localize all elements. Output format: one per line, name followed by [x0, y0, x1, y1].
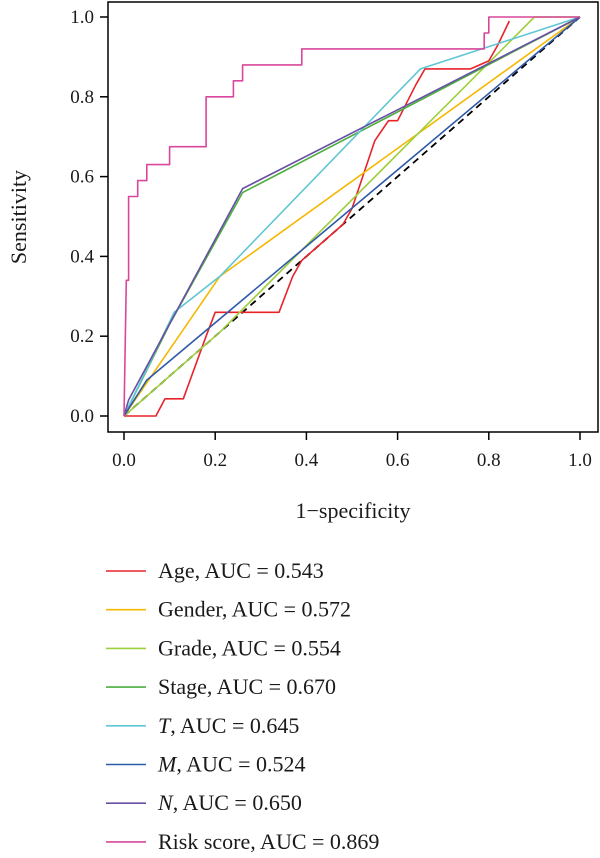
x-tick-label: 0.8 — [477, 450, 501, 471]
legend-label: Stage, AUC = 0.670 — [158, 674, 336, 699]
legend-label: Risk score, AUC = 0.869 — [158, 829, 379, 854]
legend-label: T, AUC = 0.645 — [158, 713, 299, 738]
legend-series-name: Gender — [158, 597, 223, 622]
legend-label: Grade, AUC = 0.554 — [158, 635, 341, 660]
roc-line-m — [123, 16, 581, 417]
x-tick-label: 1.0 — [568, 450, 592, 471]
plot-border — [107, 1, 599, 433]
legend-series-name: Stage — [158, 674, 207, 699]
legend-auc: , AUC = 0.572 — [222, 597, 351, 622]
legend-auc: , AUC = 0.645 — [170, 713, 299, 738]
x-tick-label: 0.4 — [295, 450, 319, 471]
y-tick-label: 0.2 — [70, 326, 94, 347]
legend-item: Stage, AUC = 0.670 — [106, 674, 336, 699]
x-tick-label: 0.6 — [386, 450, 410, 471]
y-tick-label: 0.0 — [70, 406, 94, 427]
legend-label: Gender, AUC = 0.572 — [158, 597, 351, 622]
legend-series-name: M — [157, 752, 178, 777]
legend-series-name: T — [158, 713, 172, 738]
legend-label: M, AUC = 0.524 — [157, 752, 305, 777]
y-axis-title: Sensitivity — [6, 170, 31, 264]
legend-auc: , AUC = 0.524 — [176, 752, 305, 777]
legend-item: M, AUC = 0.524 — [106, 752, 305, 777]
legend-auc: , AUC = 0.670 — [207, 674, 336, 699]
legend-auc: , AUC = 0.869 — [250, 829, 379, 854]
legend-item: N, AUC = 0.650 — [106, 790, 302, 815]
series-layer — [123, 16, 581, 417]
roc-line-n — [123, 16, 581, 417]
legend-item: T, AUC = 0.645 — [106, 713, 299, 738]
y-tick-label: 0.4 — [70, 246, 94, 267]
legend-auc: , AUC = 0.650 — [173, 790, 302, 815]
legend-series-name: Risk score — [158, 829, 250, 854]
x-axis-title: 1−specificity — [295, 498, 410, 523]
legend: Age, AUC = 0.543 Gender, AUC = 0.572 Grade… — [106, 558, 379, 854]
x-tick-label: 0.2 — [203, 450, 227, 471]
legend-label: N, AUC = 0.650 — [157, 790, 302, 815]
x-axis: 0.0 0.2 0.4 0.6 0.8 1.0 — [112, 432, 592, 471]
y-tick-label: 0.8 — [70, 87, 94, 108]
legend-item: Risk score, AUC = 0.869 — [106, 829, 379, 854]
legend-auc: , AUC = 0.554 — [212, 635, 341, 660]
y-tick-label: 1.0 — [70, 7, 94, 28]
roc-line-risk-score — [123, 16, 580, 417]
x-tick-label: 0.0 — [112, 450, 136, 471]
legend-series-name: Age — [158, 558, 195, 583]
roc-line-age — [124, 20, 511, 417]
legend-item: Grade, AUC = 0.554 — [106, 635, 341, 660]
y-tick-label: 0.6 — [70, 167, 94, 188]
legend-item: Age, AUC = 0.543 — [106, 558, 324, 583]
legend-auc: , AUC = 0.543 — [195, 558, 324, 583]
y-axis: 0.0 0.2 0.4 0.6 0.8 1.0 — [70, 7, 108, 427]
legend-label: Age, AUC = 0.543 — [158, 558, 324, 583]
legend-item: Gender, AUC = 0.572 — [106, 597, 351, 622]
legend-series-name: N — [157, 790, 174, 815]
plot-frame — [107, 1, 599, 433]
legend-series-name: Grade — [158, 635, 212, 660]
